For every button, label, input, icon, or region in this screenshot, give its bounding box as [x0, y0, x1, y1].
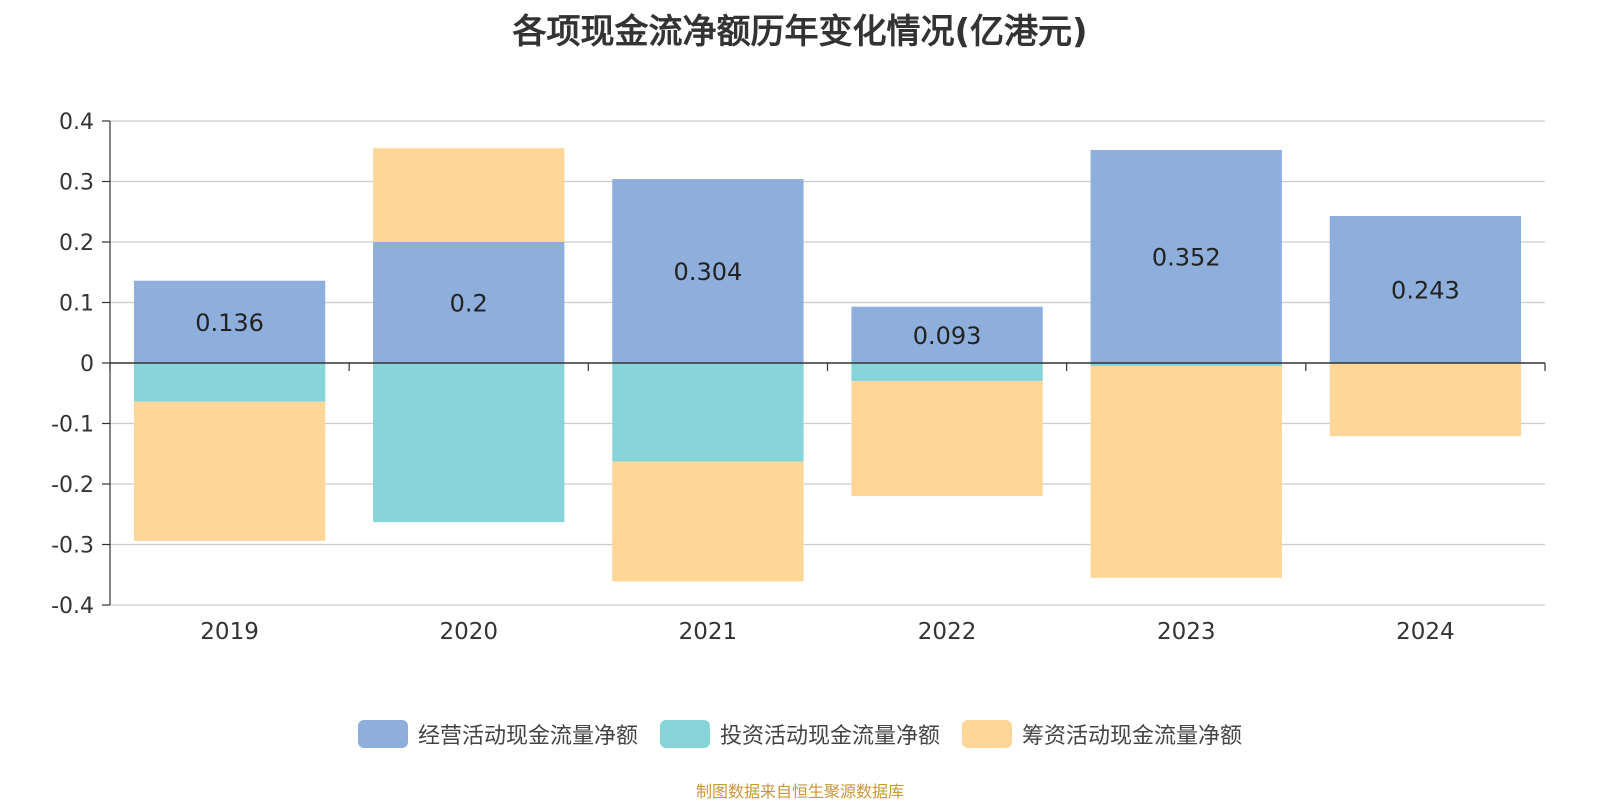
bar-2021-series-1[interactable] [612, 363, 804, 462]
bar-2023-series-0[interactable] [1090, 150, 1282, 363]
bar-2020-series-0[interactable] [373, 242, 565, 363]
bar-2020-series-1[interactable] [373, 363, 565, 523]
y-tick-label: 0.4 [59, 110, 94, 135]
bar-2019-series-0[interactable] [133, 280, 326, 363]
legend-item-operating[interactable]: 经营活动现金流量净额 [357, 718, 638, 750]
x-tick-label: 2024 [1396, 619, 1455, 645]
data-label: 0.352 [1152, 244, 1221, 272]
x-tick-label: 2021 [679, 619, 738, 645]
bar-2022-series-0[interactable] [851, 306, 1043, 363]
x-tick-label: 2023 [1157, 619, 1216, 645]
source-note: 制图数据来自恒生聚源数据库 [695, 782, 904, 801]
x-tick-label: 2020 [439, 619, 498, 645]
legend-swatch-investing [659, 720, 710, 748]
y-tick-label: -0.4 [51, 594, 94, 619]
chart-plot: 0.4 0.3 0.2 0.1 0 -0.1 -0.2 -0.3 -0.4 2019 2020 202… [51, 110, 1546, 645]
bar-2020-series-2[interactable] [373, 148, 565, 242]
bar-2019-series-2[interactable] [133, 401, 326, 541]
legend-label-investing: 投资活动现金流量净额 [719, 724, 940, 749]
bar-2022-series-1[interactable] [851, 363, 1043, 382]
y-tick-label: -0.1 [51, 413, 94, 438]
chart-title: 各项现金流净额历年变化情况(亿港元) [512, 12, 1088, 52]
bar-2024-series-2[interactable] [1329, 363, 1522, 437]
data-label: 0.243 [1391, 276, 1460, 304]
bar-2024-series-0[interactable] [1329, 215, 1522, 363]
data-label: 0.136 [195, 309, 264, 337]
y-tick-label: 0 [80, 352, 94, 377]
legend-item-financing[interactable]: 筹资活动现金流量净额 [962, 718, 1242, 750]
bar-2023-series-1[interactable] [1090, 363, 1282, 367]
bar-2019-series-1[interactable] [133, 363, 326, 402]
y-tick-label: 0.2 [59, 231, 94, 256]
bar-2021-series-2[interactable] [612, 461, 804, 582]
y-tick-label: -0.3 [51, 534, 94, 559]
x-tick-label: 2019 [200, 619, 259, 645]
bar-2021-series-0[interactable] [612, 179, 804, 363]
x-tick-label: 2022 [918, 619, 977, 645]
legend-label-operating: 经营活动现金流量净额 [417, 724, 638, 749]
bar-2022-series-2[interactable] [851, 381, 1043, 497]
legend: 经营活动现金流量净额 投资活动现金流量净额 筹资活动现金流量净额 [0, 718, 1600, 750]
y-tick-label: -0.2 [51, 473, 94, 498]
data-label: 0.093 [913, 322, 982, 350]
bar-2023-series-2[interactable] [1090, 366, 1282, 578]
legend-swatch-financing [962, 720, 1012, 748]
data-label: 0.2 [450, 290, 488, 318]
legend-swatch-operating [357, 720, 408, 748]
y-tick-label: 0.1 [59, 292, 94, 317]
legend-label-financing: 筹资活动现金流量净额 [1022, 724, 1243, 749]
data-label: 0.304 [674, 258, 743, 286]
legend-item-investing[interactable]: 投资活动现金流量净额 [659, 718, 940, 750]
y-tick-label: 0.3 [59, 171, 94, 196]
